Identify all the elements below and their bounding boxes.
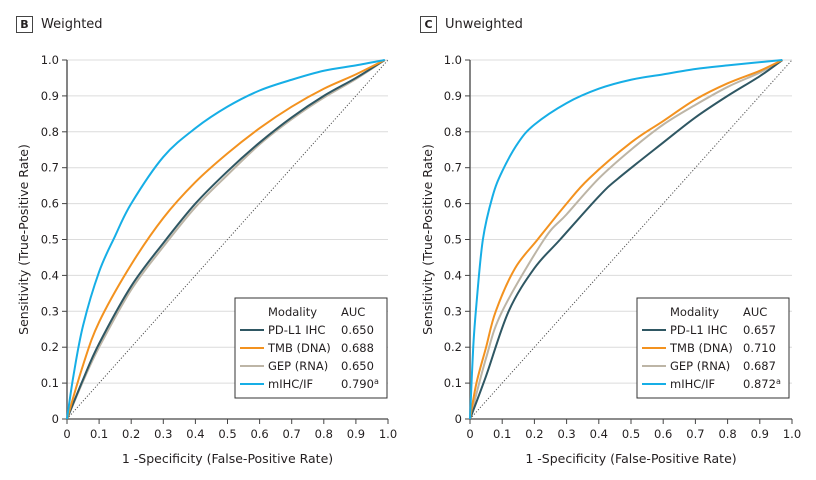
roc-curve-pd-l1-ihc	[469, 59, 783, 420]
legend-auc-value: 0.657	[743, 323, 776, 337]
legend: Modality AUC PD-L1 IHC 0.650 TMB (DNA) 0.688 G…	[234, 297, 388, 399]
roc-curve-mihc-if	[469, 59, 783, 420]
y-tick-label: 0.6	[444, 197, 462, 211]
y-tick-label: 0.4	[444, 268, 462, 282]
legend-auc-value: 0.872a	[743, 377, 781, 391]
x-tick-label: 0.5	[622, 427, 640, 441]
y-tick-label: 1.0	[41, 53, 59, 67]
y-tick-label: 0.3	[41, 304, 59, 318]
legend-label: GEP (RNA)	[670, 359, 730, 373]
auc-footnote-marker: a	[374, 377, 379, 386]
reference-diagonal-line	[469, 59, 793, 420]
x-tick-label: 0.9	[751, 427, 769, 441]
x-axis-title: 1 -Specificity (False-Positive Rate)	[122, 451, 333, 466]
x-tick-label: 0.2	[122, 427, 140, 441]
y-tick-label: 0.4	[41, 268, 59, 282]
panel-title-weighted: Weighted	[41, 17, 103, 32]
y-tick-label: 0	[455, 412, 462, 426]
x-tick-label: 0.5	[218, 427, 236, 441]
chart-panel-c: 0 0.1 0.2 0.3 0.4 0.5 0.6 0.7 0.8 0.9 1.0 0 0.1 0.2 0.…	[420, 53, 801, 466]
roc-curve-pd-l1-ihc	[66, 59, 386, 420]
roc-curve-mihc-if	[66, 59, 385, 420]
y-tick-label: 0.9	[444, 89, 462, 103]
legend-auc-value: 0.790a	[341, 377, 379, 391]
legend-label: PD-L1 IHC	[268, 323, 325, 337]
legend-label: TMB (DNA)	[267, 341, 331, 355]
legend-header-modality: Modality	[268, 305, 317, 319]
legend-header-auc: AUC	[743, 305, 767, 319]
legend-label: mIHC/IF	[670, 377, 715, 391]
y-tick-label: 0.3	[444, 304, 462, 318]
y-tick-label: 0.7	[444, 161, 462, 175]
y-tick-label: 0.2	[41, 340, 59, 354]
y-tick-label: 1.0	[444, 53, 462, 67]
y-axis-title: Sensitivity (True-Positive Rate)	[420, 144, 435, 335]
roc-curve-tmb-dna	[66, 59, 386, 420]
y-tick-label: 0.1	[41, 376, 59, 390]
y-tick-label: 0	[52, 412, 59, 426]
reference-diagonal-line	[66, 59, 389, 420]
panel-b-header: B Weighted	[16, 16, 103, 33]
roc-curve-tmb-dna	[469, 59, 783, 420]
x-tick-label: 0.3	[557, 427, 575, 441]
y-tick-label: 0.5	[41, 233, 59, 247]
roc-curve-gep-rna	[469, 59, 783, 420]
legend-auc-value: 0.688	[341, 341, 374, 355]
x-tick-label: 0.7	[283, 427, 301, 441]
legend-auc-value: 0.710	[743, 341, 776, 355]
legend-label: mIHC/IF	[268, 377, 313, 391]
panel-letter-c: C	[420, 16, 437, 33]
panel-c-header: C Unweighted	[420, 16, 523, 33]
y-tick-label: 0.8	[444, 125, 462, 139]
x-tick-label: 0.3	[154, 427, 172, 441]
auc-footnote-marker: a	[776, 377, 781, 386]
x-tick-label: 0.2	[525, 427, 543, 441]
panel-title-unweighted: Unweighted	[445, 17, 523, 32]
x-tick-label: 0.8	[718, 427, 736, 441]
x-tick-label: 0.1	[90, 427, 108, 441]
x-tick-label: 0	[63, 427, 70, 441]
y-tick-label: 0.9	[41, 89, 59, 103]
x-tick-label: 0.9	[347, 427, 365, 441]
legend-label: PD-L1 IHC	[670, 323, 727, 337]
y-tick-label: 0.2	[444, 340, 462, 354]
y-tick-label: 0.5	[444, 233, 462, 247]
x-tick-label: 0.7	[686, 427, 704, 441]
x-axis-title: 1 -Specificity (False-Positive Rate)	[525, 451, 736, 466]
x-tick-label: 0.8	[315, 427, 333, 441]
x-tick-label: 0.6	[654, 427, 672, 441]
x-tick-label: 0	[466, 427, 473, 441]
x-tick-label: 0.4	[186, 427, 204, 441]
x-tick-label: 1.0	[379, 427, 397, 441]
y-tick-label: 0.8	[41, 125, 59, 139]
chart-panel-b: 0 0.1 0.2 0.3 0.4 0.5 0.6 0.7 0.8 0.9 1.0 0 0.1 0.2 0.…	[16, 53, 397, 466]
y-tick-label: 0.6	[41, 197, 59, 211]
legend-header-auc: AUC	[341, 305, 365, 319]
x-tick-label: 0.6	[250, 427, 268, 441]
roc-curve-gep-rna	[66, 59, 386, 420]
legend-header-modality: Modality	[670, 305, 719, 319]
y-tick-label: 0.7	[41, 161, 59, 175]
y-tick-label: 0.1	[444, 376, 462, 390]
legend-auc-value: 0.650	[341, 359, 374, 373]
legend-auc-value: 0.687	[743, 359, 776, 373]
legend-label: GEP (RNA)	[268, 359, 328, 373]
legend-auc-value: 0.650	[341, 323, 374, 337]
y-axis-title: Sensitivity (True-Positive Rate)	[16, 144, 31, 335]
x-tick-label: 1.0	[783, 427, 801, 441]
x-tick-label: 0.4	[590, 427, 608, 441]
x-tick-label: 0.1	[493, 427, 511, 441]
legend-label: TMB (DNA)	[669, 341, 733, 355]
legend: Modality AUC PD-L1 IHC 0.657 TMB (DNA) 0.710 G…	[636, 297, 790, 399]
panel-letter-b: B	[16, 16, 33, 33]
